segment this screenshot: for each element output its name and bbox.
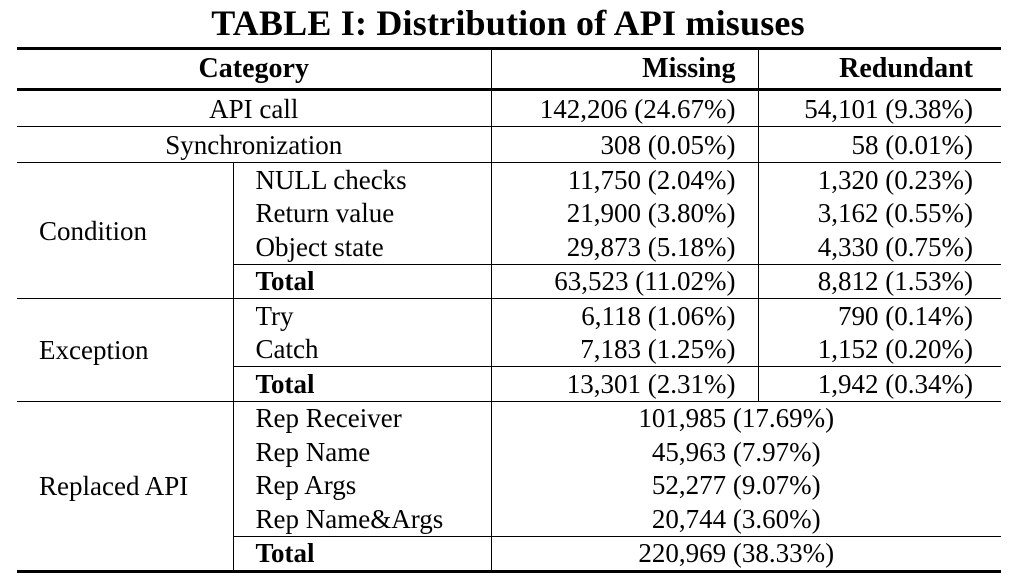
cell-missing: 11,750 (2.04%) (491, 162, 759, 197)
cell-missing: 7,183 (1.25%) (491, 332, 759, 367)
cell-missing: 6,118 (1.06%) (491, 298, 759, 333)
table-row: Catch 7,183 (1.25%) 1,152 (0.20%) (17, 332, 1001, 367)
cell-redundant: 1,942 (0.34%) (758, 366, 1001, 401)
table-row: Condition NULL checks 11,750 (2.04%) 1,3… (17, 162, 1001, 299)
cell-redundant: 1,320 (0.23%) (758, 162, 1001, 197)
sub-label: Rep Args (233, 468, 492, 502)
cell-missing: 63,523 (11.02%) (491, 263, 759, 299)
group-label-exception: Exception (17, 298, 234, 401)
cell-missing: 142,206 (24.67%) (491, 88, 759, 127)
header-row: Category Missing Redundant (17, 47, 1001, 90)
cell-value: 220,969 (38.33%) (491, 535, 1001, 573)
table-row: Rep Name 45,963 (7.97%) (17, 435, 1001, 469)
header-missing: Missing (491, 47, 759, 90)
sub-label: Rep Name&Args (233, 502, 492, 536)
table-row: Rep Name&Args 20,744 (3.60%) (17, 502, 1001, 536)
cell-value: 45,963 (7.97%) (651, 436, 821, 467)
cell-value: 101,985 (17.69%) (491, 400, 1001, 435)
cell-missing: 13,301 (2.31%) (491, 366, 759, 401)
table-row: Return value 21,900 (3.80%) 3,162 (0.55%… (17, 196, 1001, 230)
sub-label: Object state (233, 230, 492, 264)
table-row: Rep Args 52,277 (9.07%) (17, 468, 1001, 502)
cell-value: 20,744 (3.60%) (651, 503, 821, 534)
table-row: Object state 29,873 (5.18%) 4,330 (0.75%… (17, 230, 1001, 264)
table-row: Total 63,523 (11.02%) 8,812 (1.53%) (17, 263, 1001, 299)
sub-label: Rep Receiver (233, 400, 492, 435)
sub-label: Return value (233, 196, 492, 230)
sub-label: Catch (233, 332, 492, 367)
table-title: TABLE I: Distribution of API misuses (211, 3, 805, 43)
cell-redundant: 58 (0.01%) (758, 126, 1001, 163)
sub-label: NULL checks (233, 162, 492, 197)
total-label: Total (233, 535, 492, 573)
cell-redundant: 3,162 (0.55%) (817, 198, 973, 229)
cell-missing: 308 (0.05%) (491, 126, 759, 163)
sub-label: Try (233, 298, 492, 333)
cell-missing: 29,873 (5.18%) (491, 230, 759, 264)
cell-redundant: 54,101 (9.38%) (758, 88, 1001, 127)
table-row: API call 142,206 (24.67%) 54,101 (9.38%) (17, 88, 1001, 127)
cell-redundant: 790 (0.14%) (758, 298, 1001, 333)
total-label: Total (233, 263, 492, 299)
table-row: Exception Try 6,118 (1.06%) 790 (0.14%) (17, 298, 1001, 401)
table-row: Replaced API Rep Receiver 101,985 (17.69… (17, 400, 1001, 573)
table-row: Synchronization 308 (0.05%) 58 (0.01%) (17, 126, 1001, 163)
cell-value: 52,277 (9.07%) (651, 470, 821, 501)
api-misuse-table: Category Missing Redundant API call 142,… (17, 47, 1001, 573)
row-label-synchronization: Synchronization (17, 126, 492, 163)
table-row: Total 220,969 (38.33%) (17, 535, 1001, 573)
header-category: Category (17, 47, 492, 90)
row-label-api-call: API call (17, 88, 492, 127)
group-label-condition: Condition (17, 162, 234, 299)
total-label: Total (233, 366, 492, 401)
table-row: Total 13,301 (2.31%) 1,942 (0.34%) (17, 366, 1001, 401)
cell-missing: 21,900 (3.80%) (491, 196, 759, 230)
cell-redundant: 1,152 (0.20%) (817, 334, 973, 365)
group-label-replaced-api: Replaced API (17, 400, 234, 573)
sub-label: Rep Name (233, 435, 492, 469)
cell-redundant: 8,812 (1.53%) (758, 263, 1001, 299)
cell-redundant: 4,330 (0.75%) (817, 231, 973, 262)
header-redundant: Redundant (758, 47, 1001, 90)
